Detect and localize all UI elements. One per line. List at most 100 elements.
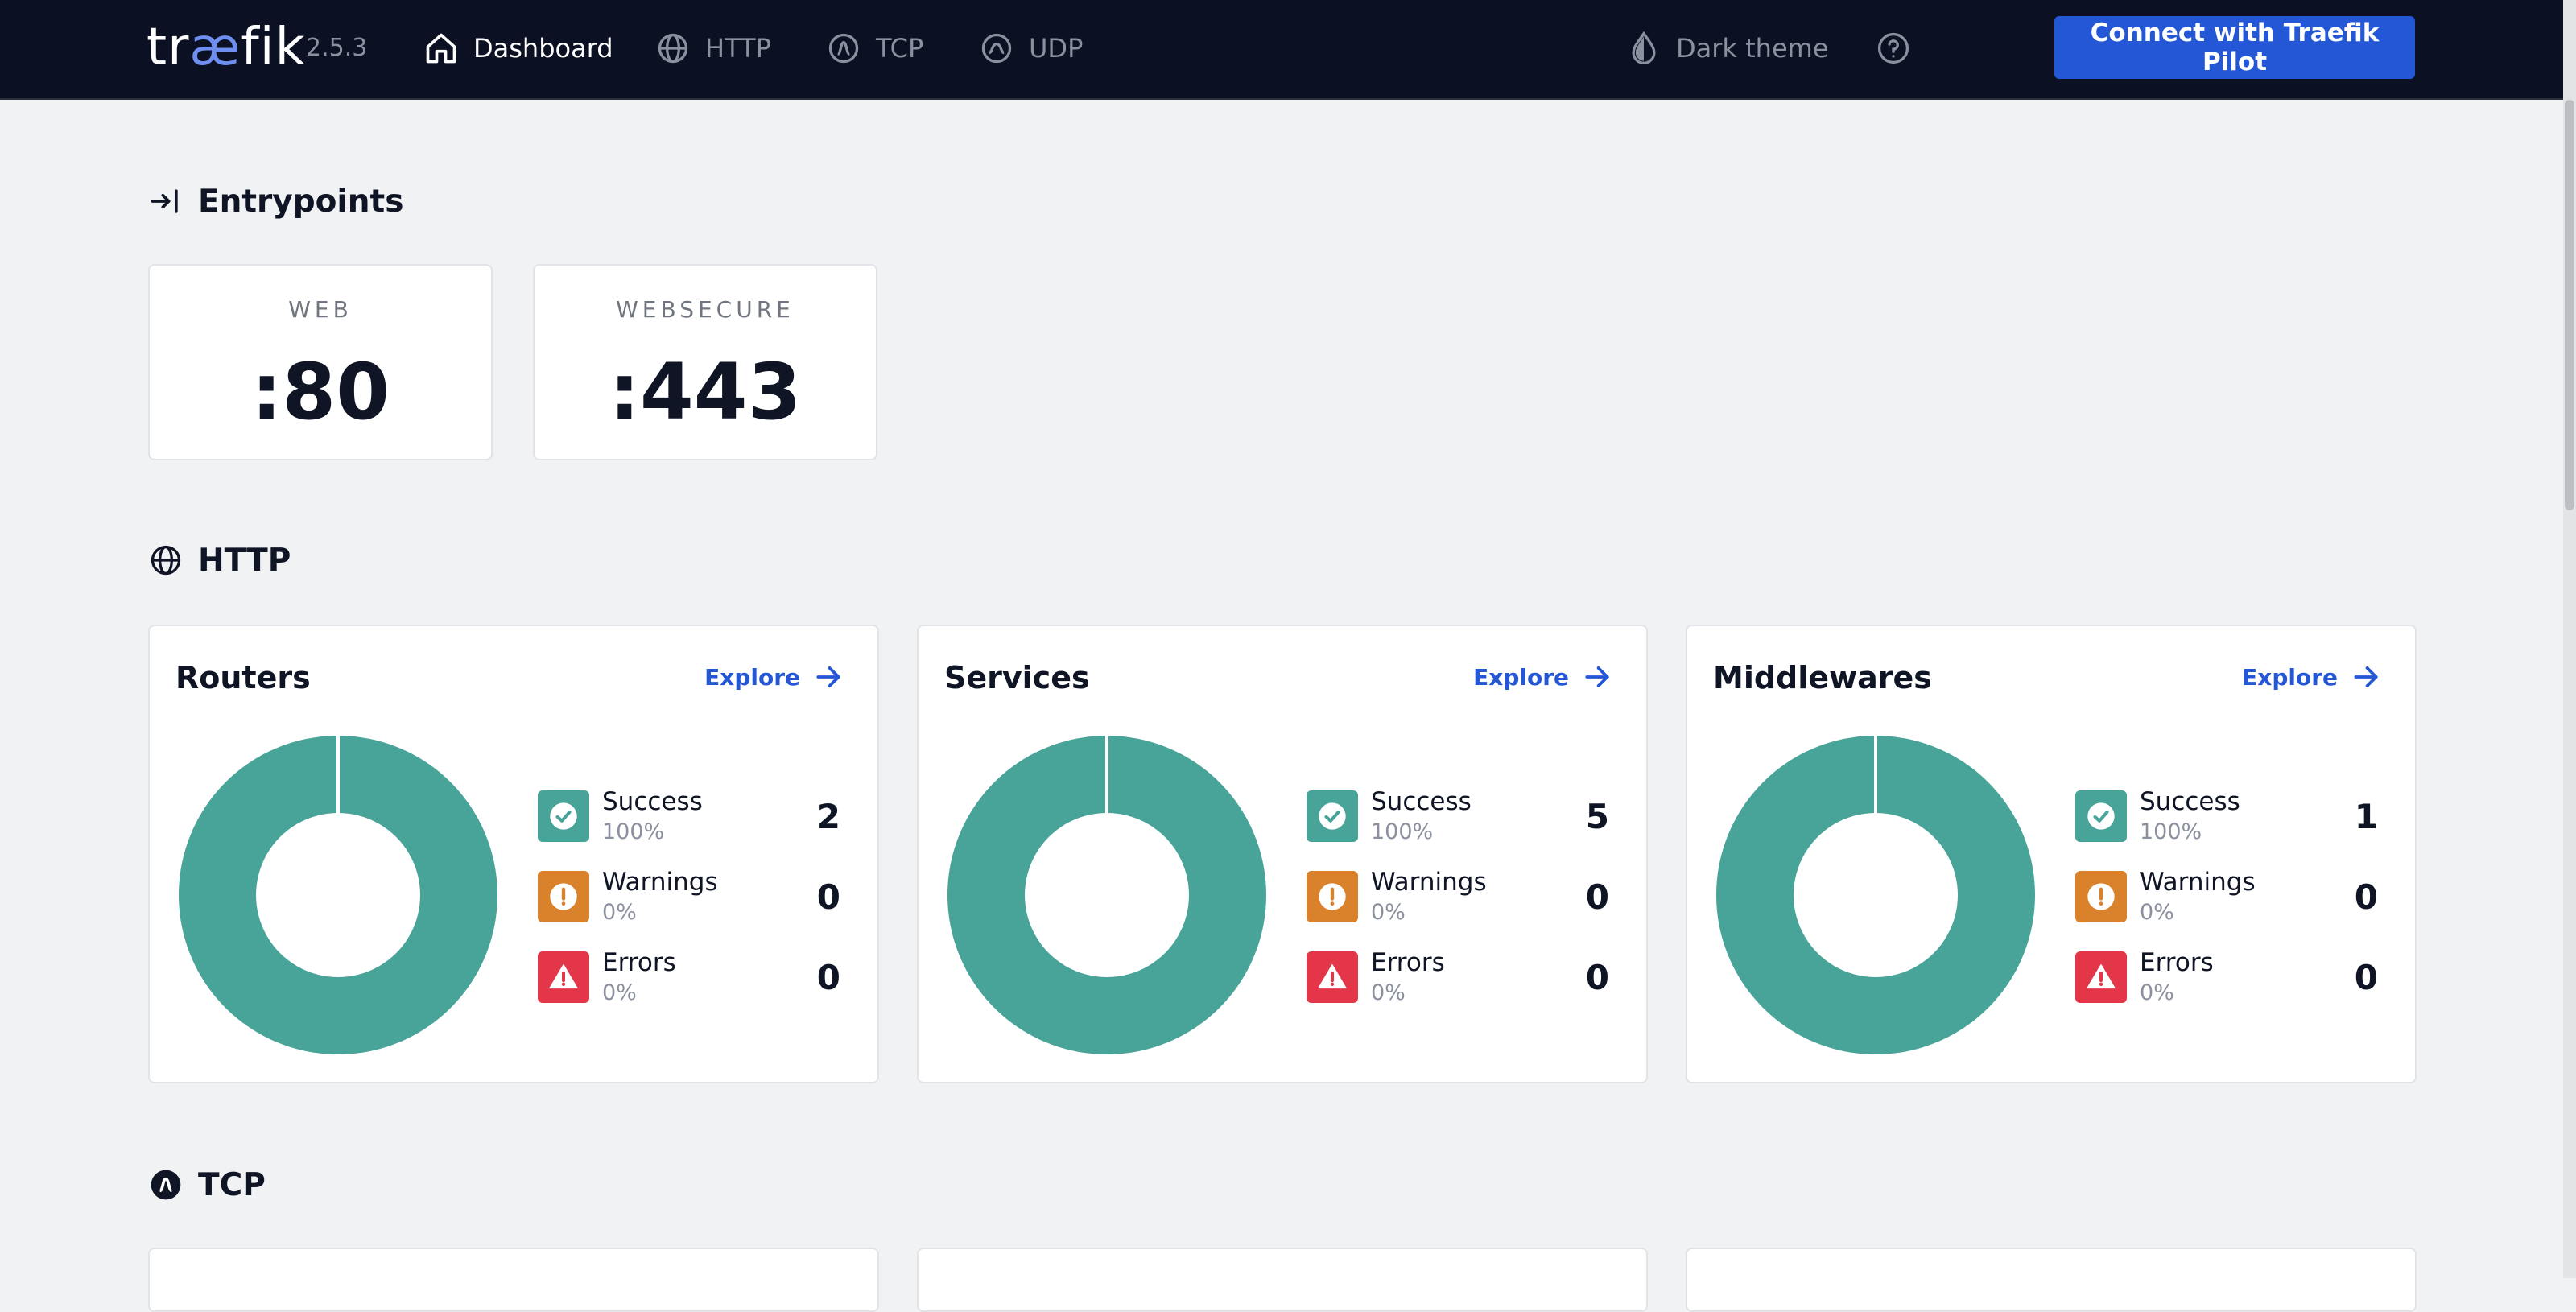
success-count: 2 <box>816 797 840 836</box>
nav-http-label: HTTP <box>705 33 771 64</box>
arrow-right-icon <box>2354 666 2378 687</box>
legend-success: Success 100% 5 <box>1307 787 1609 847</box>
arrow-right-icon <box>1585 666 1609 687</box>
tcp-middlewares-card <box>1686 1248 2417 1312</box>
exclamation-circle-icon <box>1319 883 1346 910</box>
droplet-icon <box>1632 31 1656 64</box>
top-navbar: træfik 2.5.3 Dashboard HTTP TCP UDP Dark… <box>0 0 2563 100</box>
legend-warnings: Warnings 0% 0 <box>2075 868 2378 927</box>
tcp-services-card <box>917 1248 1648 1312</box>
error-badge <box>1307 951 1358 1003</box>
warnings-percent: 0% <box>2140 900 2174 925</box>
success-percent: 100% <box>2140 819 2202 844</box>
nav-http[interactable]: HTTP <box>655 27 771 69</box>
donut-slice-success <box>1715 736 2035 1054</box>
success-count: 5 <box>1585 797 1609 836</box>
legend-warnings: Warnings 0% 0 <box>538 868 840 927</box>
status-donut-chart <box>947 734 1266 1054</box>
entrypoint-name: WEB <box>288 296 353 323</box>
dark-theme-toggle[interactable]: Dark theme <box>1626 27 1828 69</box>
section-entrypoints-title: Entrypoints <box>148 180 403 222</box>
success-percent: 100% <box>1371 819 1434 844</box>
nav-dashboard-label: Dashboard <box>473 33 613 64</box>
http-title-text: HTTP <box>198 542 291 579</box>
entrypoint-icon <box>151 189 178 213</box>
legend-success: Success 100% 2 <box>538 787 840 847</box>
nav-udp-label: UDP <box>1029 33 1084 64</box>
errors-label: Errors <box>1371 948 1445 977</box>
errors-count: 0 <box>2354 958 2378 997</box>
http-routers-card: Routers Explore Success 100% 2 Warnings … <box>148 625 879 1083</box>
errors-label: Errors <box>2140 948 2214 977</box>
explore-label: Explore <box>1473 663 1569 691</box>
entrypoints-title-text: Entrypoints <box>198 183 404 220</box>
arrow-right-icon <box>816 666 840 687</box>
scrollbar-thumb[interactable] <box>2565 100 2574 510</box>
warnings-count: 0 <box>816 877 840 917</box>
errors-percent: 0% <box>1371 980 1406 1005</box>
legend-errors: Errors 0% 0 <box>2075 948 2378 1008</box>
explore-link[interactable]: Explore <box>1473 662 1612 692</box>
warning-triangle-icon <box>2087 964 2116 989</box>
tcp-title-text: TCP <box>198 1166 266 1203</box>
legend-warnings: Warnings 0% 0 <box>1307 868 1609 927</box>
warning-badge <box>1307 871 1358 922</box>
success-label: Success <box>602 787 703 816</box>
success-badge <box>2075 790 2127 842</box>
warning-triangle-icon <box>1318 964 1347 989</box>
tcp-routers-card <box>148 1248 879 1312</box>
warnings-label: Warnings <box>2140 868 2256 897</box>
success-label: Success <box>1371 787 1472 816</box>
explore-label: Explore <box>2242 663 2338 691</box>
section-http-title: HTTP <box>148 539 291 581</box>
card-title: Middlewares <box>1713 660 1932 695</box>
connect-traefik-pilot-button[interactable]: Connect with Traefik Pilot <box>2054 16 2415 79</box>
donut-slice-success <box>947 736 1266 1054</box>
nav-udp[interactable]: UDP <box>979 27 1083 69</box>
success-count: 1 <box>2354 797 2378 836</box>
explore-label: Explore <box>704 663 800 691</box>
exclamation-circle-icon <box>2087 883 2115 910</box>
explore-link[interactable]: Explore <box>2242 662 2381 692</box>
entrypoint-port: :80 <box>251 347 390 437</box>
success-badge <box>538 790 589 842</box>
globe-icon <box>658 33 688 64</box>
explore-link[interactable]: Explore <box>704 662 844 692</box>
tcp-icon <box>151 1170 181 1200</box>
udp-icon <box>981 33 1012 64</box>
status-donut-chart <box>1715 734 2035 1054</box>
legend-success: Success 100% 1 <box>2075 787 2378 847</box>
section-tcp-title: TCP <box>148 1164 266 1206</box>
http-services-card: Services Explore Success 100% 5 Warnings… <box>917 625 1648 1083</box>
success-badge <box>1307 790 1358 842</box>
entrypoint-card-web: WEB :80 <box>148 264 493 460</box>
help-icon[interactable] <box>1876 31 1911 66</box>
nav-tcp-label: TCP <box>876 33 924 64</box>
status-donut-chart <box>178 734 497 1054</box>
warnings-percent: 0% <box>1371 900 1406 925</box>
legend-errors: Errors 0% 0 <box>1307 948 1609 1008</box>
dark-theme-label: Dark theme <box>1676 33 1829 64</box>
traefik-logo[interactable]: træfik <box>147 18 306 77</box>
nav-dashboard[interactable]: Dashboard <box>423 27 613 69</box>
error-badge <box>2075 951 2127 1003</box>
warnings-count: 0 <box>1585 877 1609 917</box>
warnings-percent: 0% <box>602 900 637 925</box>
legend-errors: Errors 0% 0 <box>538 948 840 1008</box>
errors-count: 0 <box>816 958 840 997</box>
card-title: Routers <box>175 660 311 695</box>
errors-label: Errors <box>602 948 676 977</box>
check-circle-icon <box>2087 802 2115 830</box>
http-middlewares-card: Middlewares Explore Success 100% 1 Warni… <box>1686 625 2417 1083</box>
home-icon <box>426 33 456 64</box>
card-title: Services <box>944 660 1090 695</box>
check-circle-icon <box>1319 802 1346 830</box>
warnings-count: 0 <box>2354 877 2378 917</box>
error-badge <box>538 951 589 1003</box>
version-label: 2.5.3 <box>306 34 368 62</box>
errors-percent: 0% <box>2140 980 2174 1005</box>
success-percent: 100% <box>602 819 665 844</box>
warnings-label: Warnings <box>602 868 718 897</box>
nav-tcp[interactable]: TCP <box>826 27 923 69</box>
errors-percent: 0% <box>602 980 637 1005</box>
